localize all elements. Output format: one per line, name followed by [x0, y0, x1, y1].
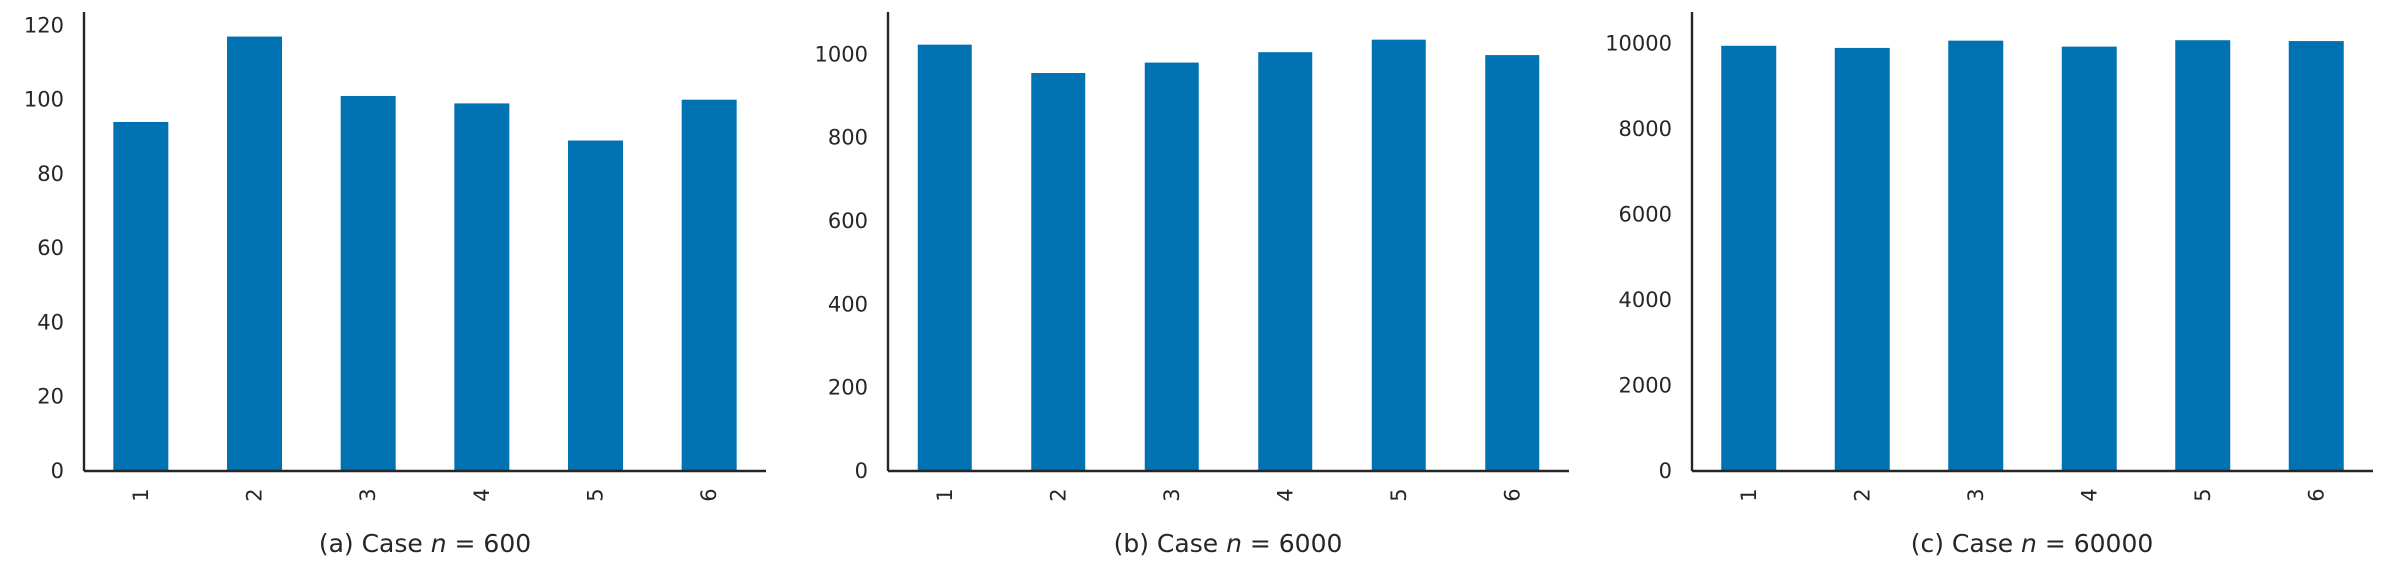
x-tick-label-c: 4	[2077, 488, 2101, 501]
x-tick-label-b: 2	[1046, 488, 1070, 501]
bar-b-5	[1371, 39, 1426, 471]
panel-b: (b) Case n = 6000 0 200 400 600 800 1000 1 2 3 4 5…	[815, 12, 1569, 558]
x-tick-label-b: 6	[1500, 488, 1524, 501]
y-tick-label-a: 20	[37, 385, 64, 409]
y-tick-label-a: 120	[24, 13, 64, 37]
y-tick-label-c: 6000	[1619, 203, 1672, 227]
y-tick-label-b: 600	[828, 209, 868, 233]
x-tick-label-a: 5	[584, 488, 608, 501]
caption-a: (a) Case n = 600	[319, 529, 531, 558]
bar-a-2	[227, 36, 282, 471]
y-tick-label-c: 2000	[1619, 374, 1672, 398]
bar-a-1	[113, 121, 169, 471]
bar-c-4	[2061, 46, 2117, 471]
y-tick-label-a: 40	[37, 310, 64, 334]
x-tick-label-b: 1	[933, 488, 957, 501]
bar-c-2	[1834, 47, 1890, 471]
caption-c: (c) Case n = 60000	[1911, 529, 2154, 558]
y-tick-label-c: 10000	[1605, 32, 1672, 56]
x-tick-label-b: 4	[1273, 488, 1297, 501]
x-tick-label-a: 2	[243, 488, 267, 501]
y-tick-label-a: 80	[37, 162, 64, 186]
x-tick-label-b: 5	[1387, 488, 1411, 501]
y-tick-label-c: 8000	[1619, 117, 1672, 141]
y-tick-label-b: 800	[828, 126, 868, 150]
y-tick-label-b: 200	[828, 376, 868, 400]
x-tick-label-c: 1	[1737, 488, 1761, 501]
bar-c-6	[2288, 41, 2344, 471]
bar-a-4	[454, 103, 510, 471]
bar-c-3	[1948, 40, 2004, 472]
y-tick-label-a: 60	[37, 236, 64, 260]
caption-b: (b) Case n = 6000	[1114, 529, 1343, 558]
x-tick-label-a: 6	[697, 488, 721, 501]
bar-c-5	[2175, 40, 2231, 471]
x-tick-label-c: 3	[1964, 488, 1988, 501]
bar-b-1	[917, 44, 972, 472]
panel-c: (c) Case n = 60000 0 2000 4000 6000 8000 1000…	[1605, 12, 2373, 558]
y-tick-label-c: 4000	[1619, 288, 1672, 312]
panel-a: (a) Case n = 600 0 20 40 60 80 100 120 1 2 3 4 5 6	[24, 12, 766, 558]
y-tick-label-b: 400	[828, 292, 868, 316]
x-tick-label-c: 2	[1850, 488, 1874, 501]
x-tick-label-a: 4	[470, 488, 494, 501]
x-tick-label-c: 5	[2191, 488, 2215, 501]
y-tick-label-b: 0	[855, 459, 868, 483]
bar-b-3	[1144, 62, 1199, 471]
bar-b-6	[1485, 55, 1540, 472]
y-tick-label-c: 0	[1659, 459, 1672, 483]
y-tick-label-a: 100	[24, 88, 64, 112]
bar-a-6	[681, 99, 737, 471]
x-tick-label-a: 3	[356, 488, 380, 501]
x-tick-label-a: 1	[129, 488, 153, 501]
bar-b-4	[1258, 52, 1313, 472]
bar-a-3	[340, 95, 396, 472]
y-tick-label-a: 0	[51, 459, 64, 483]
bar-c-1	[1721, 45, 1777, 472]
x-tick-label-b: 3	[1160, 488, 1184, 501]
x-tick-label-c: 6	[2304, 488, 2328, 501]
bar-b-2	[1031, 73, 1086, 471]
bar-a-5	[568, 140, 623, 472]
y-tick-label-b: 1000	[815, 42, 868, 66]
